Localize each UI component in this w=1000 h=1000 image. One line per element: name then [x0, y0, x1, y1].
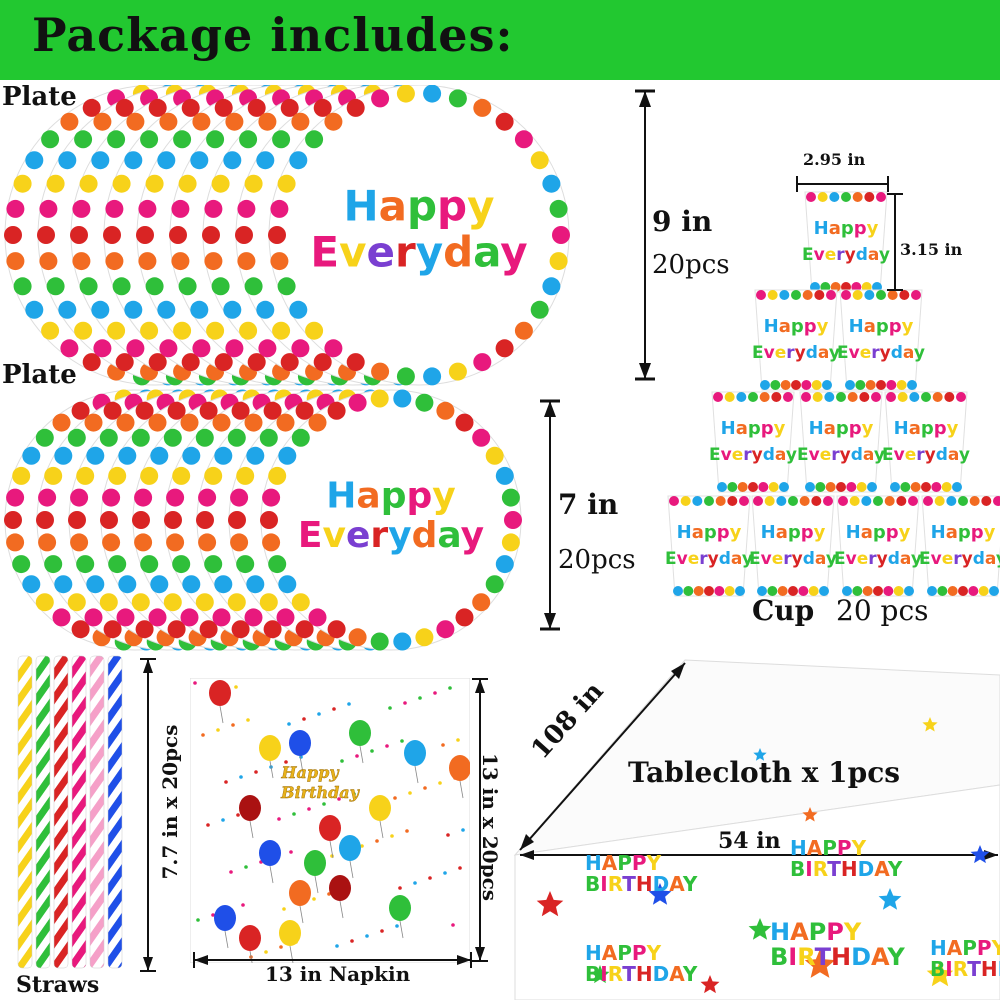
tablecloth: HAPPYBIRTHDAYHAPPYBIRTHDAYHAPPYBIRTHDAYH… — [513, 659, 1000, 1000]
small-plate-dimension-arrow — [540, 399, 560, 631]
svg-text:Happy: Happy — [764, 316, 829, 337]
svg-text:HAPPY: HAPPY — [585, 851, 662, 875]
small-plate-count: 20pcs — [558, 545, 636, 575]
svg-text:HAPPY: HAPPY — [585, 941, 662, 965]
svg-text:Happy: Happy — [280, 763, 340, 782]
svg-text:Happy: Happy — [931, 522, 996, 543]
small-plate-size: 7 in — [558, 488, 619, 521]
large-plate-count: 20pcs — [652, 250, 730, 280]
large-plate-dimension-arrow — [635, 89, 655, 381]
svg-text:BIRTHDAY: BIRTHDAY — [790, 857, 903, 881]
cup-label: Cup — [752, 594, 815, 627]
cup-count: 20 pcs — [836, 594, 929, 627]
small-plate-label: Plate — [2, 360, 77, 390]
svg-text:Everyday: Everyday — [749, 549, 837, 569]
svg-text:Everyday: Everyday — [834, 549, 922, 569]
tablecloth-width: 54 in — [718, 828, 781, 854]
svg-text:Happy: Happy — [761, 522, 826, 543]
svg-text:Everyday: Everyday — [298, 515, 484, 556]
straw-label: Straws — [16, 972, 100, 998]
svg-text:BIRTHDAY: BIRTHDAY — [770, 943, 905, 971]
straws-bundle — [17, 655, 123, 969]
svg-text:BIRTHDAY: BIRTHDAY — [585, 962, 698, 986]
cup-width-arrow — [796, 176, 889, 192]
svg-text:Everyday: Everyday — [882, 445, 970, 465]
napkin-height-arrow — [472, 678, 488, 962]
svg-text:Everyday: Everyday — [709, 445, 797, 465]
svg-text:Everyday: Everyday — [665, 549, 753, 569]
svg-text:Happy: Happy — [846, 522, 911, 543]
svg-text:Happy: Happy — [677, 522, 742, 543]
cup-height: 3.15 in — [900, 240, 963, 259]
straw-size: 7.7 in x 20pcs — [158, 724, 182, 880]
svg-text:BIRTHDAY: BIRTHDAY — [930, 957, 1000, 981]
svg-text:Happy: Happy — [721, 418, 786, 439]
svg-text:Everyday: Everyday — [837, 343, 925, 363]
header-banner: Package includes: — [0, 0, 1000, 80]
svg-text:Everyday: Everyday — [310, 228, 527, 277]
svg-text:Happy: Happy — [894, 418, 959, 439]
svg-text:HAPPY: HAPPY — [790, 836, 867, 860]
large-plate-size: 9 in — [652, 205, 713, 238]
cup-width: 2.95 in — [803, 150, 866, 169]
large-plate-label: Plate — [2, 82, 77, 112]
cup-height-arrow — [887, 193, 903, 291]
svg-text:HAPPY: HAPPY — [930, 936, 1000, 960]
svg-text:Birthday: Birthday — [280, 783, 361, 802]
page-title: Package includes: — [32, 8, 514, 62]
napkin-label: 13 in Napkin — [265, 962, 411, 986]
svg-text:Everyday: Everyday — [797, 445, 885, 465]
svg-text:Everyday: Everyday — [919, 549, 1000, 569]
svg-text:Happy: Happy — [809, 418, 874, 439]
svg-text:HAPPY: HAPPY — [770, 918, 862, 946]
tablecloth-label: Tablecloth x 1pcs — [628, 756, 901, 789]
svg-text:Everyday: Everyday — [752, 343, 840, 363]
cups-pyramid: Happy Everyday Happy Everyday Happy Everyday H… — [665, 191, 1000, 597]
svg-text:Everyday: Everyday — [802, 245, 890, 265]
straw-dimension-arrow — [140, 658, 156, 972]
svg-text:BIRTHDAY: BIRTHDAY — [585, 872, 698, 896]
svg-text:Happy: Happy — [326, 475, 455, 516]
napkin-width-arrow — [193, 952, 472, 968]
svg-text:Happy: Happy — [814, 218, 879, 239]
svg-text:Happy: Happy — [343, 181, 494, 230]
napkin-size: 13 in x 20pcs — [478, 752, 502, 902]
svg-text:Happy: Happy — [849, 316, 914, 337]
